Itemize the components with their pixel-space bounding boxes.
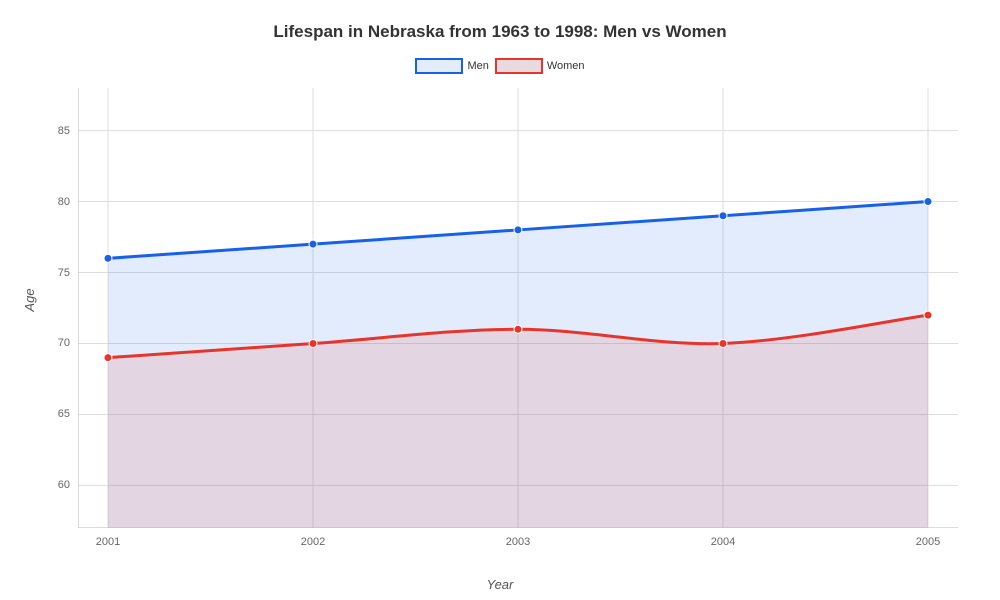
x-axis-label: Year	[0, 577, 1000, 592]
y-axis-label: Age	[22, 288, 37, 311]
x-tick-label: 2002	[301, 536, 325, 548]
y-tick-label: 65	[58, 408, 70, 420]
x-tick-label: 2001	[96, 536, 120, 548]
y-tick-label: 85	[58, 125, 70, 137]
legend-item-women[interactable]: Women	[495, 58, 585, 74]
legend-label-women: Women	[547, 60, 585, 72]
legend-swatch-women	[495, 58, 543, 74]
y-tick-label: 60	[58, 479, 70, 491]
legend-item-men[interactable]: Men	[415, 58, 488, 74]
plot-area: 60657075808520012002200320042005	[78, 88, 958, 528]
x-tick-label: 2005	[916, 536, 940, 548]
chart-title: Lifespan in Nebraska from 1963 to 1998: …	[0, 22, 1000, 42]
legend-swatch-men	[415, 58, 463, 74]
chart-container: Lifespan in Nebraska from 1963 to 1998: …	[0, 0, 1000, 600]
plot-svg	[78, 88, 958, 528]
legend-label-men: Men	[467, 60, 488, 72]
y-tick-label: 75	[58, 267, 70, 279]
y-tick-label: 80	[58, 196, 70, 208]
x-tick-label: 2003	[506, 536, 530, 548]
chart-legend: Men Women	[0, 58, 1000, 74]
y-tick-label: 70	[58, 337, 70, 349]
x-tick-label: 2004	[711, 536, 735, 548]
